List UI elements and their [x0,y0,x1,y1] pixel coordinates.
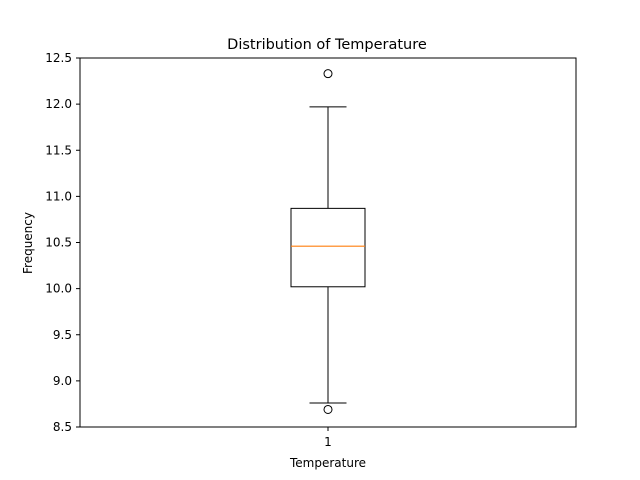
y-axis: 8.5 9.0 9.5 10.0 10.5 11.0 11.5 12.0 12.5 [45,51,80,434]
box-series [290,69,366,414]
outlier-point [323,69,333,79]
y-tick-label: 11.0 [45,189,72,203]
x-axis: 1 [324,427,332,449]
y-axis-label: Frequency [21,212,35,274]
y-tick-label: 9.0 [53,374,72,388]
outlier-point [323,404,333,414]
y-tick-label: 11.5 [45,143,72,157]
box-1 [290,69,366,414]
y-tick-label: 10.0 [45,282,72,296]
y-tick-label: 12.0 [45,97,72,111]
iqr-box [290,207,366,288]
chart-title: Distribution of Temperature [227,37,427,53]
x-axis-label: Temperature [289,456,366,470]
y-tick-label: 8.5 [53,420,72,434]
y-tick-label: 10.5 [45,236,72,250]
y-tick-label: 9.5 [53,328,72,342]
x-tick-label: 1 [324,435,332,449]
y-tick-label: 12.5 [45,51,72,65]
